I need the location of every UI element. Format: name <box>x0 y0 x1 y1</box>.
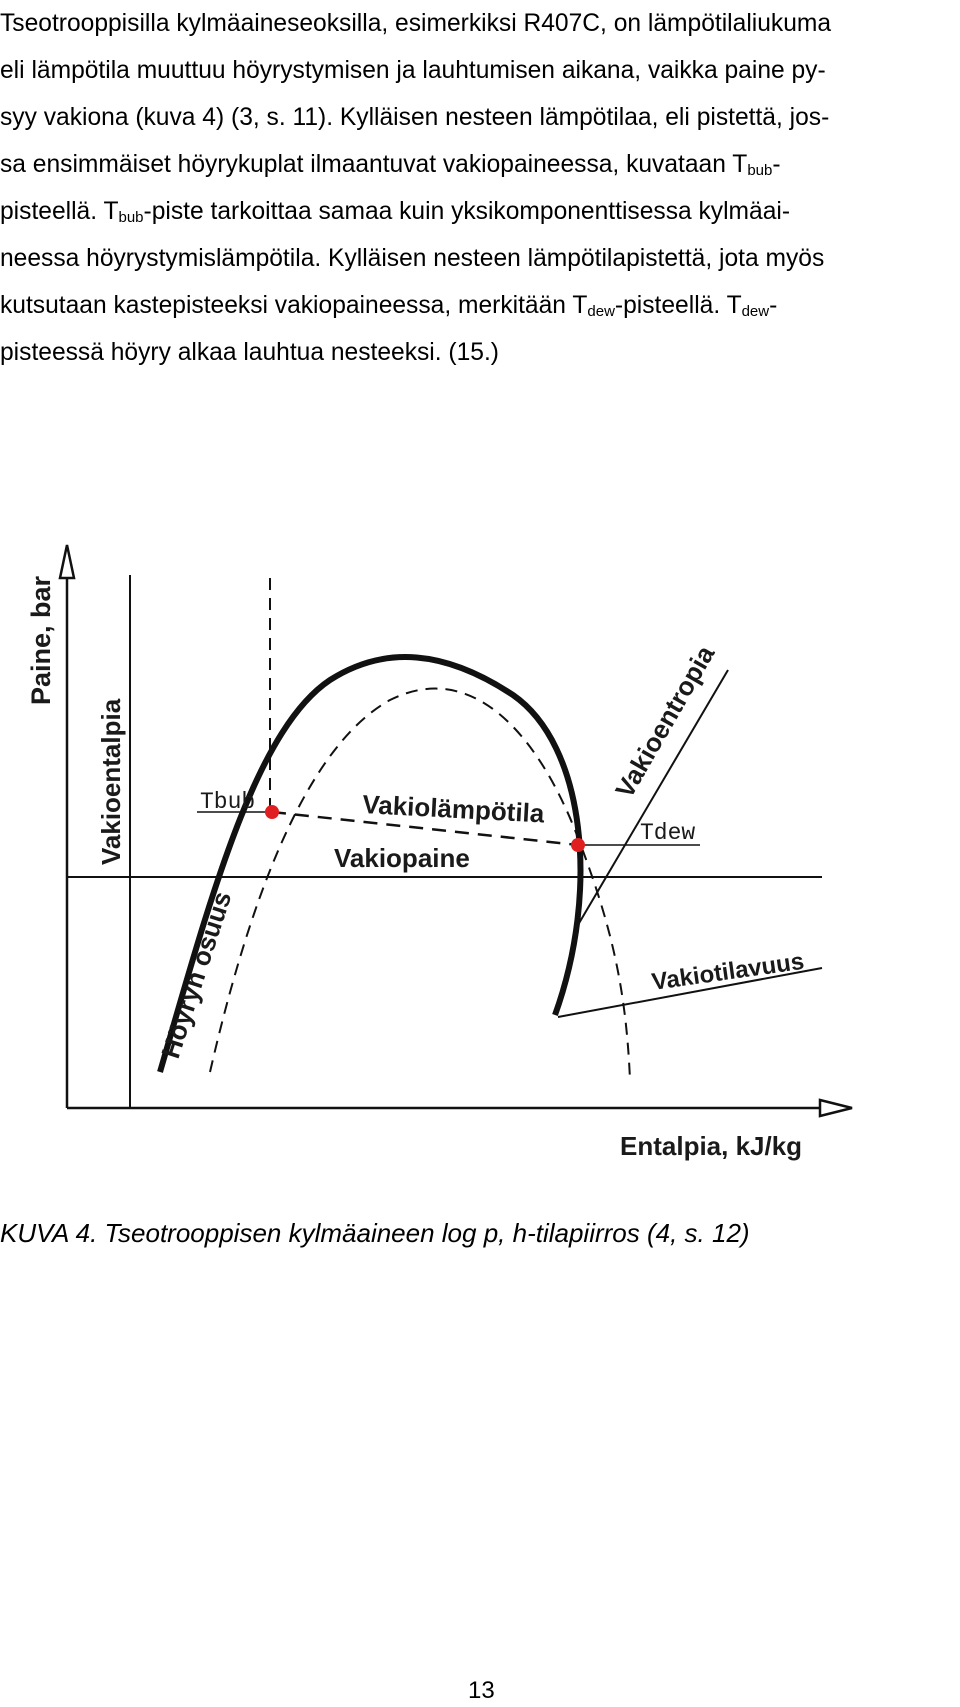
text-run: - <box>769 292 778 319</box>
page-number: 13 <box>468 1677 495 1704</box>
label-vakiolampotila: Vakiolämpötila <box>362 789 546 829</box>
log-p-h-diagram: Paine, bar Vakioentalpia Tbub Tdew Vakio… <box>26 544 853 1161</box>
constant-volume-line <box>557 967 823 1018</box>
tbub-point <box>265 805 279 819</box>
subscript-bub: bub <box>118 209 144 226</box>
subscript-bub: bub <box>747 162 773 179</box>
tdew-point <box>571 838 585 852</box>
y-axis-label: Paine, bar <box>26 575 56 705</box>
label-vakioentalpia: Vakioentalpia <box>96 698 126 865</box>
label-vakiopaine: Vakiopaine <box>334 843 470 873</box>
paragraph-line: kutsutaan kastepisteeksi vakiopaineessa,… <box>0 282 940 329</box>
figure-caption: KUVA 4. Tseotrooppisen kylmäaineen log p… <box>0 1218 750 1248</box>
text-run: kutsutaan kastepisteeksi vakiopaineessa,… <box>0 292 588 319</box>
label-tbub: Tbub <box>200 789 255 815</box>
saturation-curve <box>157 654 584 1073</box>
paragraph-line: pisteellä. Tbub-piste tarkoittaa samaa k… <box>0 188 940 235</box>
paragraph-line: syy vakiona (kuva 4) (3, s. 11). Kylläis… <box>0 104 830 131</box>
paragraph-line: eli lämpötila muuttuu höyrystymisen ja l… <box>0 57 826 84</box>
paragraph-line: sa ensimmäiset höyrykuplat ilmaantuvat v… <box>0 141 940 188</box>
text-run: sa ensimmäiset höyrykuplat ilmaantuvat v… <box>0 151 748 178</box>
constant-temperature-line <box>271 810 579 847</box>
paragraph-line: neessa höyrystymislämpötila. Kylläisen n… <box>0 245 825 272</box>
label-hoyryn-osuus: Höyryn osuus <box>155 888 237 1062</box>
x-axis-arrow <box>818 1098 853 1118</box>
body-paragraph: Tseotrooppisilla kylmäaineseoksilla, esi… <box>0 0 940 376</box>
y-axis-arrow <box>58 544 76 580</box>
text-run: -pisteellä. T <box>614 292 742 319</box>
text-run: pisteellä. T <box>0 198 119 225</box>
vapor-fraction-curve <box>209 687 631 1081</box>
subscript-dew: dew <box>741 303 770 320</box>
subscript-dew: dew <box>587 303 615 320</box>
label-vakiotilavuus: Vakiotilavuus <box>650 948 806 996</box>
paragraph-line: Tseotrooppisilla kylmäaineseoksilla, esi… <box>0 10 832 37</box>
label-tdew: Tdew <box>640 820 695 846</box>
text-run: - <box>772 151 781 178</box>
x-axis-label: Entalpia, kJ/kg <box>620 1131 802 1161</box>
text-run: -piste tarkoittaa samaa kuin yksikompone… <box>143 198 791 225</box>
paragraph-line: pisteessä höyry alkaa lauhtua nesteeksi.… <box>0 339 499 366</box>
constant-entropy-line <box>574 669 729 931</box>
